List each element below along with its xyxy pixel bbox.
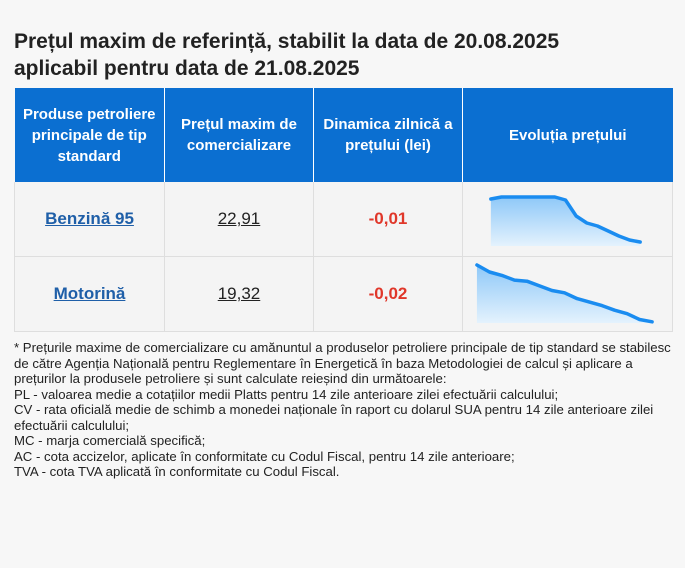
trend-sparkline-benzina: [489, 195, 642, 246]
note-mc: MC - marja comercială specifică;: [14, 433, 206, 448]
product-cell: Motorină: [14, 256, 165, 332]
header-daily-change: Dinamica zilnică a prețului (lei): [313, 88, 463, 182]
change-value: -0,01: [368, 209, 408, 228]
product-link-benzina[interactable]: Benzină 95: [45, 209, 134, 228]
title-line-1: Prețul maxim de referință, stabilit la d…: [14, 30, 560, 53]
title-line-2: aplicabil pentru data de 21.08.2025: [14, 57, 360, 80]
trend-cell: [462, 182, 673, 257]
change-cell: -0,01: [313, 182, 463, 257]
note-tva: TVA - cota TVA aplicată în conformitate …: [14, 464, 340, 479]
prices-table: Produse petroliere principale de tip sta…: [14, 88, 673, 332]
header-product: Produse petroliere principale de tip sta…: [14, 88, 165, 182]
price-value: 19,32: [217, 284, 261, 303]
table-row-motorina: Motorină 19,32 -0,02: [14, 256, 673, 332]
methodology-notes: * Prețurile maxime de comercializare cu …: [14, 340, 672, 480]
page-title: Prețul maxim de referință, stabilit la d…: [14, 28, 672, 82]
product-link-motorina[interactable]: Motorină: [53, 284, 126, 303]
note-ac: AC - cota accizelor, aplicate în conform…: [14, 448, 515, 464]
note-cv: CV - rata oficială medie de schimb a mon…: [14, 402, 654, 433]
table-header-row: Produse petroliere principale de tip sta…: [14, 88, 673, 182]
change-value: -0,02: [368, 284, 408, 303]
table-row-benzina: Benzină 95 22,91 -0,01: [14, 182, 673, 257]
price-value: 22,91: [217, 209, 261, 228]
change-cell: -0,02: [313, 256, 463, 332]
note-intro: * Prețurile maxime de comercializare cu …: [14, 340, 671, 386]
trend-line: [489, 195, 642, 244]
trend-sparkline-motorina: [475, 263, 654, 324]
note-pl: PL - valoarea medie a cotațiilor medii P…: [14, 386, 559, 402]
trend-line: [475, 263, 654, 324]
price-cell: 19,32: [164, 256, 314, 332]
price-cell: 22,91: [164, 182, 314, 257]
product-cell: Benzină 95: [14, 182, 165, 257]
price-panel: Prețul maxim de referință, stabilit la d…: [14, 28, 673, 480]
trend-area: [490, 197, 641, 246]
trend-cell: [462, 256, 673, 332]
header-price-trend: Evoluția prețului: [462, 88, 673, 182]
header-max-price: Prețul maxim de comercializare: [164, 88, 314, 182]
